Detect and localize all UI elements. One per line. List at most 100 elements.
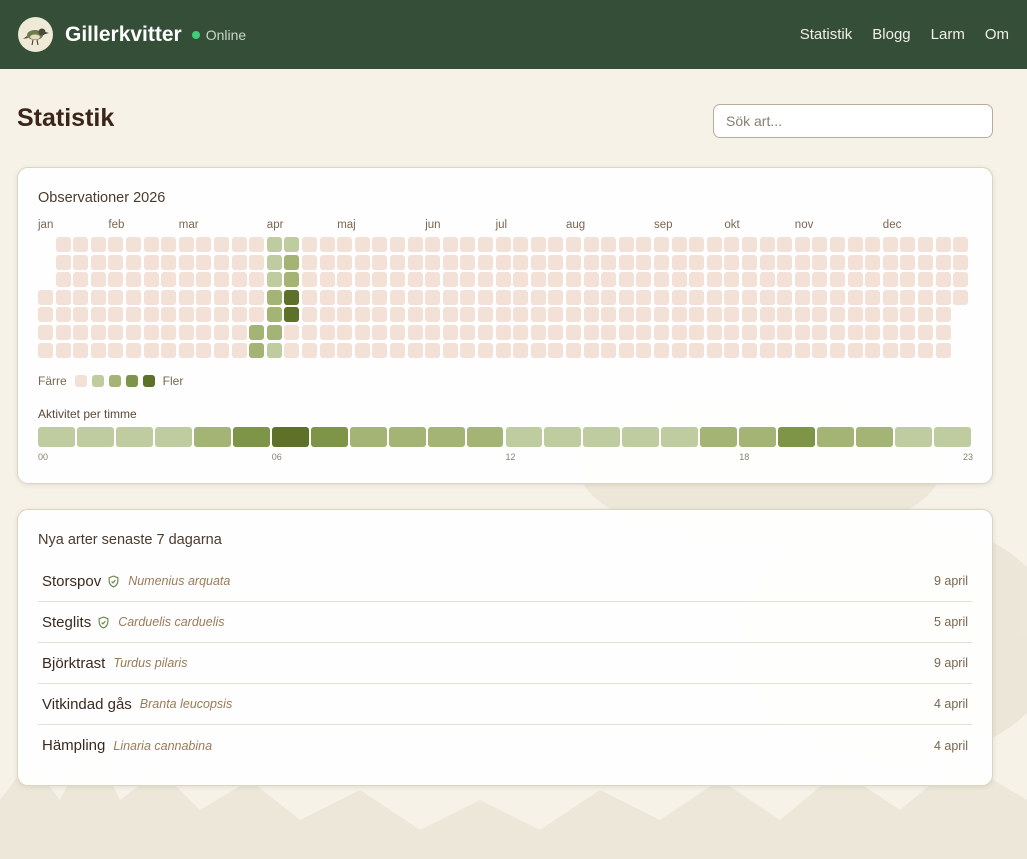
heatmap-day-cell[interactable] [777, 272, 793, 288]
heatmap-day-cell[interactable] [935, 325, 951, 340]
heatmap-day-cell[interactable] [425, 307, 441, 323]
heatmap-day-cell[interactable] [390, 289, 405, 305]
heatmap-day-cell[interactable] [847, 237, 863, 252]
heatmap-day-cell[interactable] [777, 289, 793, 305]
heatmap-day-cell[interactable] [724, 237, 740, 252]
nav-statistik[interactable]: Statistik [799, 26, 853, 43]
heatmap-day-cell[interactable] [654, 307, 669, 323]
heatmap-day-cell[interactable] [671, 289, 687, 305]
heatmap-day-cell[interactable] [530, 289, 546, 305]
heatmap-day-cell[interactable] [548, 289, 564, 305]
heatmap-day-cell[interactable] [865, 307, 881, 323]
heatmap-day-cell[interactable] [618, 272, 634, 288]
heatmap-day-cell[interactable] [548, 342, 564, 358]
heatmap-day-cell[interactable] [126, 307, 141, 323]
heatmap-day-cell[interactable] [566, 272, 581, 288]
heatmap-day-cell[interactable] [354, 272, 370, 288]
heatmap-day-cell[interactable] [654, 325, 669, 340]
heatmap-day-cell[interactable] [689, 237, 705, 252]
species-row[interactable]: Hämpling Linaria cannabina 4 april [38, 725, 972, 766]
heatmap-day-cell[interactable] [337, 272, 353, 288]
heatmap-day-cell[interactable] [900, 289, 916, 305]
heatmap-day-cell[interactable] [583, 254, 599, 270]
heatmap-day-cell[interactable] [90, 272, 106, 288]
heatmap-day-cell[interactable] [319, 325, 335, 340]
heatmap-day-cell[interactable] [407, 342, 423, 358]
heatmap-day-cell[interactable] [566, 342, 581, 358]
heatmap-day-cell[interactable] [654, 237, 669, 252]
heatmap-day-cell[interactable] [178, 325, 194, 340]
heatmap-day-cell[interactable] [55, 237, 71, 252]
heatmap-day-cell[interactable] [126, 289, 141, 305]
heatmap-day-cell[interactable] [266, 289, 282, 305]
heatmap-day-cell[interactable] [108, 307, 124, 323]
species-row[interactable]: Steglits Carduelis carduelis 5 april [38, 602, 972, 643]
heatmap-day-cell[interactable] [794, 325, 810, 340]
heatmap-day-cell[interactable] [495, 307, 511, 323]
heatmap-day-cell[interactable] [126, 272, 141, 288]
heatmap-day-cell[interactable] [302, 237, 317, 252]
heatmap-day-cell[interactable] [161, 325, 177, 340]
hour-activity-block[interactable] [583, 427, 621, 447]
heatmap-day-cell[interactable] [108, 325, 124, 340]
hour-activity-block[interactable] [154, 427, 192, 447]
heatmap-day-cell[interactable] [759, 342, 775, 358]
heatmap-day-cell[interactable] [302, 254, 317, 270]
heatmap-day-cell[interactable] [759, 325, 775, 340]
hour-activity-block[interactable] [856, 427, 894, 447]
heatmap-day-cell[interactable] [354, 307, 370, 323]
heatmap-day-cell[interactable] [601, 237, 617, 252]
heatmap-day-cell[interactable] [900, 325, 916, 340]
heatmap-day-cell[interactable] [178, 307, 194, 323]
heatmap-day-cell[interactable] [90, 307, 106, 323]
heatmap-day-cell[interactable] [302, 289, 317, 305]
heatmap-day-cell[interactable] [583, 272, 599, 288]
hour-activity-block[interactable] [427, 427, 465, 447]
heatmap-day-cell[interactable] [231, 342, 247, 358]
heatmap-day-cell[interactable] [812, 237, 828, 252]
hour-activity-block[interactable] [622, 427, 660, 447]
heatmap-day-cell[interactable] [337, 289, 353, 305]
heatmap-day-cell[interactable] [266, 272, 282, 288]
heatmap-day-cell[interactable] [847, 272, 863, 288]
heatmap-day-cell[interactable] [108, 272, 124, 288]
heatmap-day-cell[interactable] [161, 237, 177, 252]
heatmap-day-cell[interactable] [900, 342, 916, 358]
heatmap-day-cell[interactable] [601, 272, 617, 288]
heatmap-day-cell[interactable] [935, 237, 951, 252]
heatmap-day-cell[interactable] [918, 272, 933, 288]
species-row[interactable]: Vitkindad gås Branta leucopsis 4 april [38, 684, 972, 725]
heatmap-day-cell[interactable] [601, 307, 617, 323]
heatmap-day-cell[interactable] [724, 342, 740, 358]
heatmap-day-cell[interactable] [759, 272, 775, 288]
heatmap-day-cell[interactable] [601, 342, 617, 358]
heatmap-day-cell[interactable] [742, 237, 757, 252]
heatmap-day-cell[interactable] [425, 272, 441, 288]
hour-activity-block[interactable] [115, 427, 153, 447]
heatmap-day-cell[interactable] [196, 325, 212, 340]
heatmap-day-cell[interactable] [671, 237, 687, 252]
heatmap-day-cell[interactable] [302, 272, 317, 288]
heatmap-day-cell[interactable] [706, 237, 722, 252]
heatmap-day-cell[interactable] [724, 272, 740, 288]
heatmap-day-cell[interactable] [724, 289, 740, 305]
heatmap-day-cell[interactable] [319, 307, 335, 323]
heatmap-day-cell[interactable] [953, 289, 969, 305]
heatmap-day-cell[interactable] [337, 307, 353, 323]
heatmap-day-cell[interactable] [442, 237, 458, 252]
hour-activity-block[interactable] [895, 427, 933, 447]
heatmap-day-cell[interactable] [55, 325, 71, 340]
heatmap-day-cell[interactable] [513, 342, 529, 358]
heatmap-day-cell[interactable] [178, 289, 194, 305]
heatmap-day-cell[interactable] [654, 289, 669, 305]
heatmap-day-cell[interactable] [636, 342, 652, 358]
hour-activity-block[interactable] [700, 427, 738, 447]
heatmap-day-cell[interactable] [407, 325, 423, 340]
heatmap-day-cell[interactable] [548, 272, 564, 288]
heatmap-day-cell[interactable] [354, 289, 370, 305]
heatmap-day-cell[interactable] [618, 237, 634, 252]
heatmap-day-cell[interactable] [882, 307, 898, 323]
heatmap-day-cell[interactable] [953, 237, 969, 252]
heatmap-day-cell[interactable] [460, 237, 476, 252]
heatmap-day-cell[interactable] [143, 272, 159, 288]
